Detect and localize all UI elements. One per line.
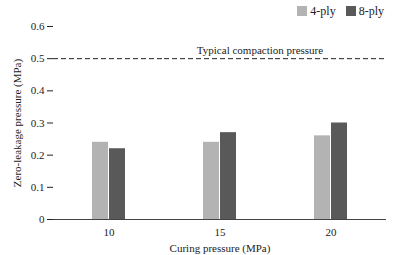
svg-text:Curing pressure (MPa): Curing pressure (MPa) (170, 242, 271, 255)
html-text:4-ply: 4-ply (310, 3, 336, 18)
svg-text:10: 10 (104, 226, 116, 238)
svg-text:0.3: 0.3 (31, 117, 45, 129)
html-text:8-ply: 8-ply (358, 3, 384, 18)
svg-text:Typical compaction pressure: Typical compaction pressure (197, 44, 323, 56)
svg-text:0.4: 0.4 (31, 84, 45, 96)
svg-text:0.6: 0.6 (31, 20, 45, 32)
svg-text:20: 20 (326, 226, 338, 238)
svg-text:0: 0 (39, 213, 45, 225)
svg-text:15: 15 (215, 226, 227, 238)
svg-text:0.2: 0.2 (31, 149, 45, 161)
svg-text:Zero-leakage pressure (MPa): Zero-leakage pressure (MPa) (11, 59, 24, 188)
svg-text:0.5: 0.5 (31, 52, 45, 64)
svg-text:0.1: 0.1 (31, 181, 45, 193)
